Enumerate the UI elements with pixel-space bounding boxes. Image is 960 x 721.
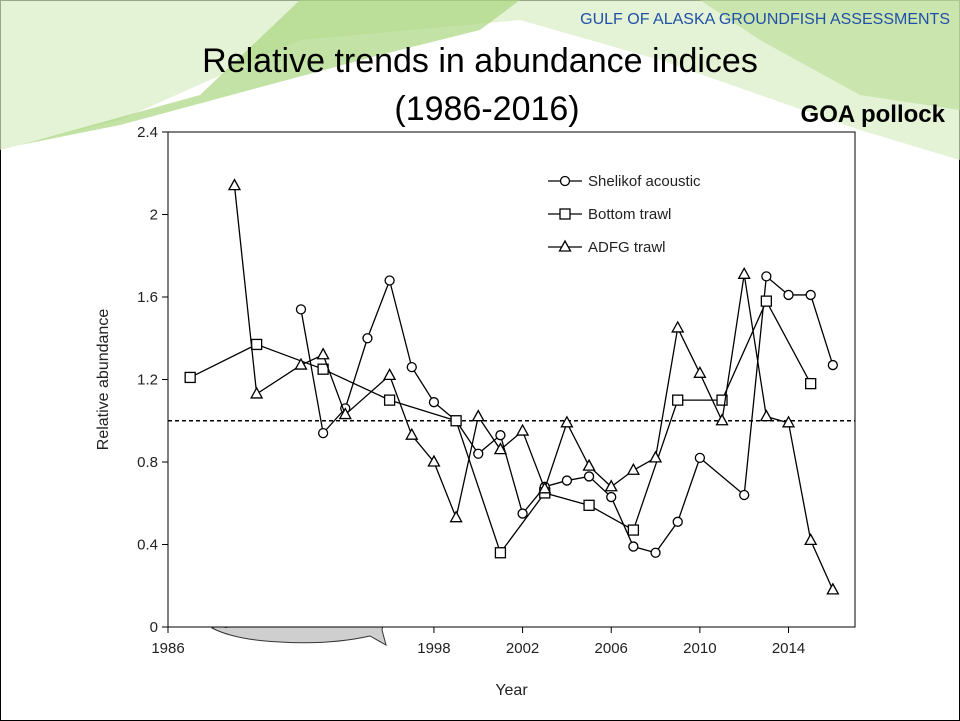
- species-label: GOA pollock: [801, 101, 946, 128]
- data-point: [585, 472, 594, 481]
- x-tick-label: 2010: [683, 640, 716, 657]
- data-point: [319, 429, 328, 438]
- data-point: [584, 500, 594, 510]
- data-point: [629, 542, 638, 551]
- x-tick-label: 1986: [151, 640, 184, 657]
- data-point: [562, 476, 571, 485]
- data-point: [673, 395, 683, 405]
- banner: GULF OF ALASKA GROUNDFISH ASSESSMENTS: [580, 11, 950, 28]
- y-tick-label: 1.6: [137, 289, 158, 306]
- legend-label: Bottom trawl: [588, 206, 671, 223]
- x-tick-label: 2002: [506, 640, 539, 657]
- data-point: [740, 491, 749, 500]
- data-point: [761, 296, 771, 306]
- data-point: [451, 416, 461, 426]
- x-tick-label: 2006: [595, 640, 628, 657]
- data-point: [495, 548, 505, 558]
- data-point: [296, 305, 305, 314]
- legend-label: Shelikof acoustic: [588, 173, 701, 190]
- data-point: [407, 363, 416, 372]
- legend-marker: [560, 209, 570, 219]
- data-point: [429, 398, 438, 407]
- data-point: [762, 272, 771, 281]
- data-point: [385, 276, 394, 285]
- data-point: [474, 449, 483, 458]
- plot-area: [168, 132, 855, 627]
- y-axis-label: Relative abundance: [95, 309, 112, 451]
- legend-marker: [561, 177, 570, 186]
- slide-subtitle: (1986-2016): [394, 90, 579, 128]
- data-point: [628, 525, 638, 535]
- data-point: [607, 493, 616, 502]
- data-point: [806, 379, 816, 389]
- x-tick-label: 2014: [772, 640, 805, 657]
- data-point: [784, 290, 793, 299]
- chart: GULF OF ALASKA GROUNDFISH ASSESSMENTS Re…: [0, 0, 960, 721]
- data-point: [385, 395, 395, 405]
- data-point: [695, 453, 704, 462]
- data-point: [252, 339, 262, 349]
- y-tick-label: 2: [150, 207, 158, 224]
- data-point: [806, 290, 815, 299]
- y-tick-label: 0: [150, 619, 158, 636]
- slide: GULF OF ALASKA GROUNDFISH ASSESSMENTS Re…: [0, 0, 960, 721]
- y-tick-label: 1.2: [137, 372, 158, 389]
- data-point: [673, 517, 682, 526]
- y-tick-label: 0.4: [137, 537, 158, 554]
- data-point: [496, 431, 505, 440]
- slide-title: Relative trends in abundance indices: [202, 42, 758, 80]
- data-point: [185, 372, 195, 382]
- y-tick-label: 2.4: [137, 124, 158, 141]
- data-point: [363, 334, 372, 343]
- legend-label: ADFG trawl: [588, 239, 666, 256]
- x-axis-label: Year: [495, 682, 528, 699]
- y-tick-label: 0.8: [137, 454, 158, 471]
- data-point: [651, 548, 660, 557]
- x-tick-label: 1998: [417, 640, 450, 657]
- data-point: [518, 509, 527, 518]
- data-point: [828, 361, 837, 370]
